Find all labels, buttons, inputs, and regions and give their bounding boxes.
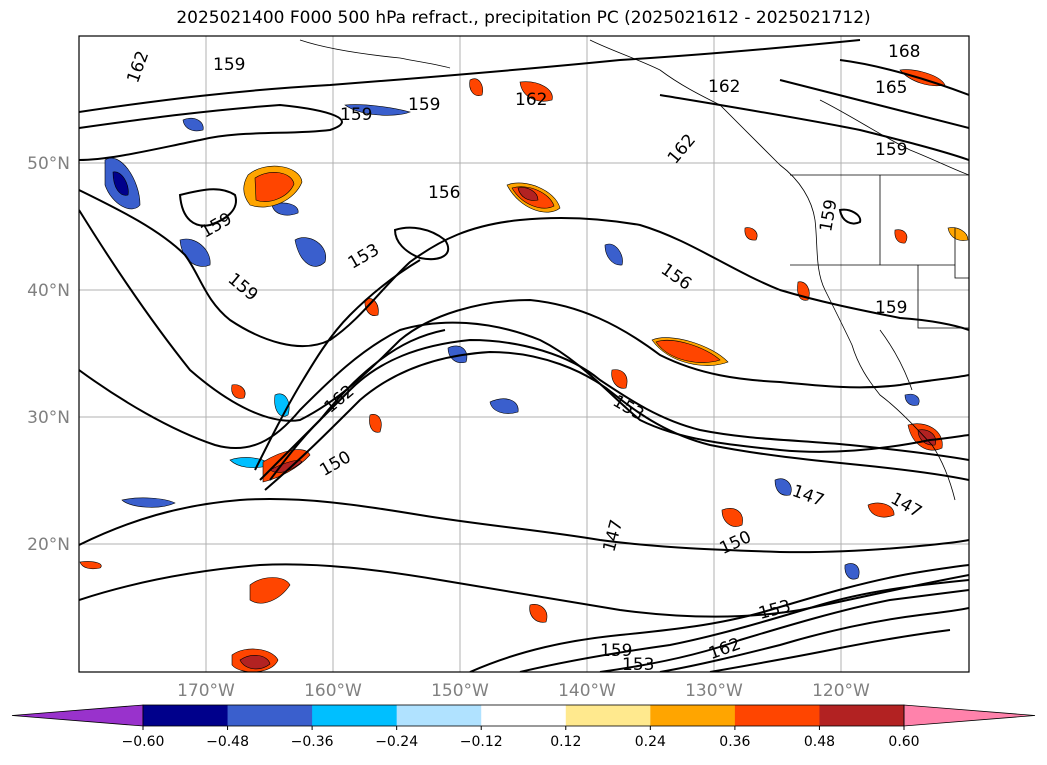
contour-label: 159 xyxy=(875,140,907,160)
colorbar-ticks: −0.60 −0.48 −0.36 −0.24 −0.12 0.12 0.24 0.36 0.4… xyxy=(122,726,920,750)
colorbar-tick-label: −0.48 xyxy=(206,734,249,750)
contour-label: 159 xyxy=(875,298,907,318)
contour-label: 162 xyxy=(515,90,547,110)
colorbar-segment xyxy=(650,705,736,726)
lon-tick-label: 140°W xyxy=(558,681,616,701)
colorbar-segment xyxy=(227,705,313,726)
contour-label: 159 xyxy=(213,55,245,75)
colorbar-extend-low xyxy=(11,704,144,727)
coastlines xyxy=(299,39,969,501)
colorbar-tick-label: 0.12 xyxy=(550,734,581,750)
lat-tick-label: 20°N xyxy=(27,535,70,555)
contour-label: 159 xyxy=(340,105,372,125)
colorbar-segment xyxy=(396,705,482,726)
colorbar-segment xyxy=(312,705,398,726)
colorbar-tick-label: −0.12 xyxy=(460,734,503,750)
precip-shading xyxy=(79,69,969,672)
colorbar-tick-label: 0.48 xyxy=(804,734,835,750)
lon-ticks: 170°W 160°W 150°W 140°W 130°W 120°W xyxy=(177,681,870,701)
contour-label: 165 xyxy=(875,78,907,98)
lat-ticks: 50°N 40°N 30°N 20°N xyxy=(27,154,70,555)
lon-tick-label: 150°W xyxy=(431,681,489,701)
lat-tick-label: 40°N xyxy=(27,281,70,301)
colorbar-tick-label: −0.36 xyxy=(291,734,334,750)
map-border xyxy=(78,35,970,673)
colorbar-border xyxy=(142,704,905,727)
lat-tick-label: 50°N xyxy=(27,154,70,174)
lon-tick-label: 120°W xyxy=(812,681,870,701)
map-title: 2025021400 F000 500 hPa refract., precip… xyxy=(176,8,871,28)
colorbar-tick-label: −0.60 xyxy=(122,734,165,750)
colorbar-extend-high xyxy=(903,704,1036,727)
colorbar-segment xyxy=(481,705,567,726)
colorbar-tick-label: 0.36 xyxy=(719,734,750,750)
contour-label: 159 xyxy=(408,95,440,115)
colorbar xyxy=(11,704,1036,727)
lon-tick-label: 160°W xyxy=(304,681,362,701)
colorbar-tick-label: 0.60 xyxy=(888,734,919,750)
colorbar-segment xyxy=(819,705,905,726)
lon-tick-label: 170°W xyxy=(177,681,235,701)
colorbar-segment xyxy=(143,705,229,726)
colorbar-tick-label: 0.24 xyxy=(635,734,666,750)
lon-tick-label: 130°W xyxy=(685,681,743,701)
contour-label: 159 xyxy=(600,641,632,661)
colorbar-tick-label: −0.24 xyxy=(375,734,418,750)
contour-label: 162 xyxy=(708,77,740,97)
contour-label: 168 xyxy=(888,42,920,62)
graticule xyxy=(79,36,969,672)
contours xyxy=(79,39,969,672)
contour-label: 153 xyxy=(622,655,654,675)
colorbar-segment xyxy=(565,705,651,726)
contour-label: 156 xyxy=(428,183,460,203)
lat-tick-label: 30°N xyxy=(27,408,70,428)
colorbar-segment xyxy=(734,705,820,726)
